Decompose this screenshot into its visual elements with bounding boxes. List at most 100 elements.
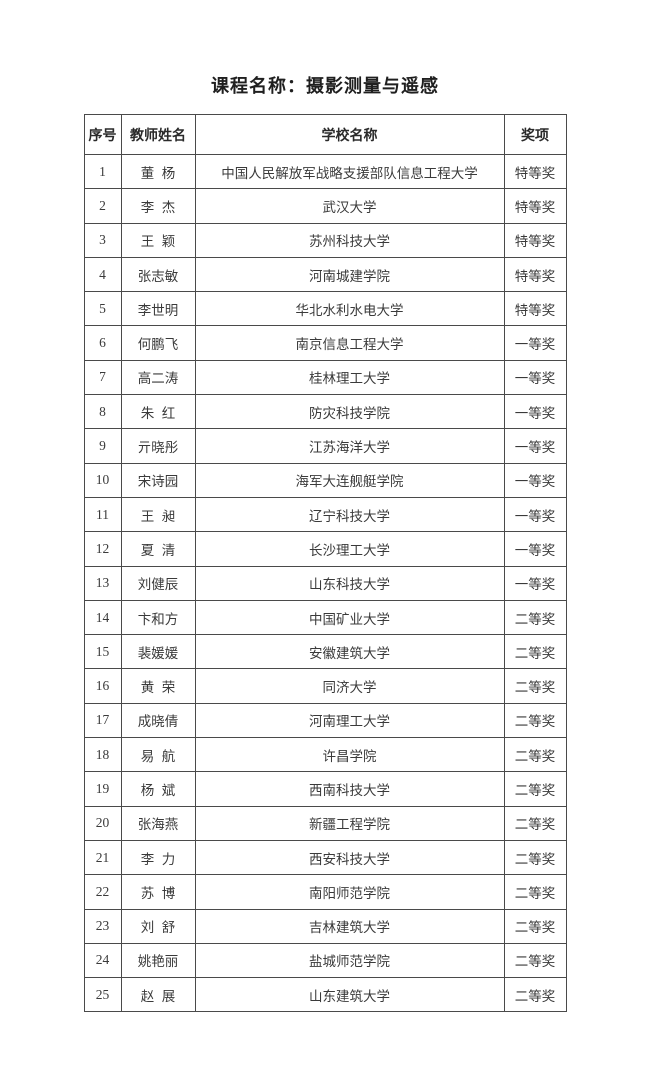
serial-cell: 3: [83, 222, 122, 258]
serial-cell: 20: [83, 805, 122, 841]
teacher-cell: 易航: [120, 737, 196, 773]
school-cell: 吉林建筑大学: [194, 908, 505, 944]
table-row: 8 朱红 防灾科技学院 一等奖: [83, 394, 567, 430]
school-cell: 中国人民解放军战略支援部队信息工程大学: [194, 153, 505, 190]
table-row: 3 王颖 苏州科技大学 特等奖: [83, 222, 567, 258]
award-cell: 二等奖: [503, 599, 567, 636]
award-cell: 一等奖: [503, 565, 567, 601]
teacher-cell: 卞和方: [120, 599, 196, 636]
teacher-cell: 苏博: [120, 874, 196, 910]
award-cell: 一等奖: [503, 462, 567, 498]
award-cell: 二等奖: [503, 908, 567, 944]
award-cell: 二等奖: [503, 874, 567, 910]
school-cell: 南京信息工程大学: [194, 325, 505, 361]
school-cell: 山东科技大学: [194, 565, 505, 601]
serial-cell: 11: [83, 496, 122, 533]
header-award: 奖项: [503, 114, 567, 155]
teacher-cell: 刘舒: [120, 908, 196, 944]
table-row: 6 何鹏飞 南京信息工程大学 一等奖: [83, 325, 567, 361]
table-row: 11 王昶 辽宁科技大学 一等奖: [83, 496, 567, 533]
teacher-cell: 黄荣: [120, 668, 196, 704]
serial-cell: 18: [83, 737, 122, 773]
serial-cell: 4: [83, 256, 122, 293]
award-cell: 特等奖: [503, 188, 567, 224]
serial-cell: 13: [83, 565, 122, 601]
school-cell: 长沙理工大学: [194, 531, 505, 567]
school-cell: 海军大连舰艇学院: [194, 462, 505, 498]
school-cell: 防灾科技学院: [194, 394, 505, 430]
table-row: 24 姚艳丽 盐城师范学院 二等奖: [83, 942, 567, 979]
school-cell: 新疆工程学院: [194, 805, 505, 841]
school-cell: 辽宁科技大学: [194, 496, 505, 533]
school-cell: 桂林理工大学: [194, 359, 505, 396]
document-page: 课程名称：摄影测量与遥感 序号 教师姓名 学校名称 奖项 1 董杨 中国人民解放军战…: [83, 76, 567, 1013]
serial-cell: 5: [83, 291, 122, 327]
table-row: 5 李世明 华北水利水电大学 特等奖: [83, 291, 567, 327]
teacher-cell: 何鹏飞: [120, 325, 196, 361]
header-serial: 序号: [83, 114, 122, 155]
school-cell: 江苏海洋大学: [194, 428, 505, 464]
teacher-cell: 王昶: [120, 496, 196, 533]
award-cell: 二等奖: [503, 977, 567, 1013]
school-cell: 同济大学: [194, 668, 505, 704]
teacher-cell: 高二涛: [120, 359, 196, 396]
award-cell: 一等奖: [503, 531, 567, 567]
serial-cell: 25: [83, 977, 122, 1013]
table-row: 12 夏清 长沙理工大学 一等奖: [83, 531, 567, 567]
table-row: 16 黄荣 同济大学 二等奖: [83, 668, 567, 704]
school-cell: 西南科技大学: [194, 771, 505, 807]
teacher-cell: 赵展: [120, 977, 196, 1013]
school-cell: 山东建筑大学: [194, 977, 505, 1013]
table-row: 23 刘舒 吉林建筑大学 二等奖: [83, 908, 567, 944]
table-row: 15 裴媛媛 安徽建筑大学 二等奖: [83, 634, 567, 670]
award-cell: 特等奖: [503, 153, 567, 190]
serial-cell: 10: [83, 462, 122, 498]
table-row: 21 李力 西安科技大学 二等奖: [83, 839, 567, 876]
school-cell: 南阳师范学院: [194, 874, 505, 910]
award-cell: 特等奖: [503, 291, 567, 327]
serial-cell: 17: [83, 702, 122, 739]
school-cell: 安徽建筑大学: [194, 634, 505, 670]
award-cell: 一等奖: [503, 496, 567, 533]
serial-cell: 1: [83, 153, 122, 190]
teacher-cell: 张海燕: [120, 805, 196, 841]
award-cell: 二等奖: [503, 634, 567, 670]
award-cell: 二等奖: [503, 805, 567, 841]
table-row: 10 宋诗园 海军大连舰艇学院 一等奖: [83, 462, 567, 498]
table-row: 19 杨斌 西南科技大学 二等奖: [83, 771, 567, 807]
award-cell: 一等奖: [503, 325, 567, 361]
header-teacher: 教师姓名: [120, 114, 196, 155]
serial-cell: 22: [83, 874, 122, 910]
serial-cell: 14: [83, 599, 122, 636]
teacher-cell: 刘健辰: [120, 565, 196, 601]
teacher-cell: 成晓倩: [120, 702, 196, 739]
teacher-cell: 李力: [120, 839, 196, 876]
school-cell: 武汉大学: [194, 188, 505, 224]
school-cell: 河南理工大学: [194, 702, 505, 739]
table-row: 20 张海燕 新疆工程学院 二等奖: [83, 805, 567, 841]
table-body: 1 董杨 中国人民解放军战略支援部队信息工程大学 特等奖 2 李杰 武汉大学 特等奖 3 王颖 苏州…: [83, 153, 567, 1013]
award-table: 序号 教师姓名 学校名称 奖项 1 董杨 中国人民解放军战略支援部队信息工程大学 特等…: [83, 114, 567, 1013]
page-title: 课程名称：摄影测量与遥感: [211, 76, 439, 96]
award-cell: 二等奖: [503, 702, 567, 739]
serial-cell: 12: [83, 531, 122, 567]
table-row: 14 卞和方 中国矿业大学 二等奖: [83, 599, 567, 636]
header-school: 学校名称: [194, 114, 505, 155]
serial-cell: 21: [83, 839, 122, 876]
serial-cell: 2: [83, 188, 122, 224]
school-cell: 苏州科技大学: [194, 222, 505, 258]
table-row: 25 赵展 山东建筑大学 二等奖: [83, 977, 567, 1013]
school-cell: 华北水利水电大学: [194, 291, 505, 327]
table-header: 序号 教师姓名 学校名称 奖项: [83, 114, 567, 155]
teacher-cell: 姚艳丽: [120, 942, 196, 979]
award-cell: 一等奖: [503, 428, 567, 464]
teacher-cell: 宋诗园: [120, 462, 196, 498]
serial-cell: 6: [83, 325, 122, 361]
teacher-cell: 杨斌: [120, 771, 196, 807]
school-cell: 中国矿业大学: [194, 599, 505, 636]
teacher-cell: 张志敏: [120, 256, 196, 293]
award-cell: 二等奖: [503, 942, 567, 979]
award-cell: 二等奖: [503, 737, 567, 773]
serial-cell: 23: [83, 908, 122, 944]
award-cell: 特等奖: [503, 222, 567, 258]
